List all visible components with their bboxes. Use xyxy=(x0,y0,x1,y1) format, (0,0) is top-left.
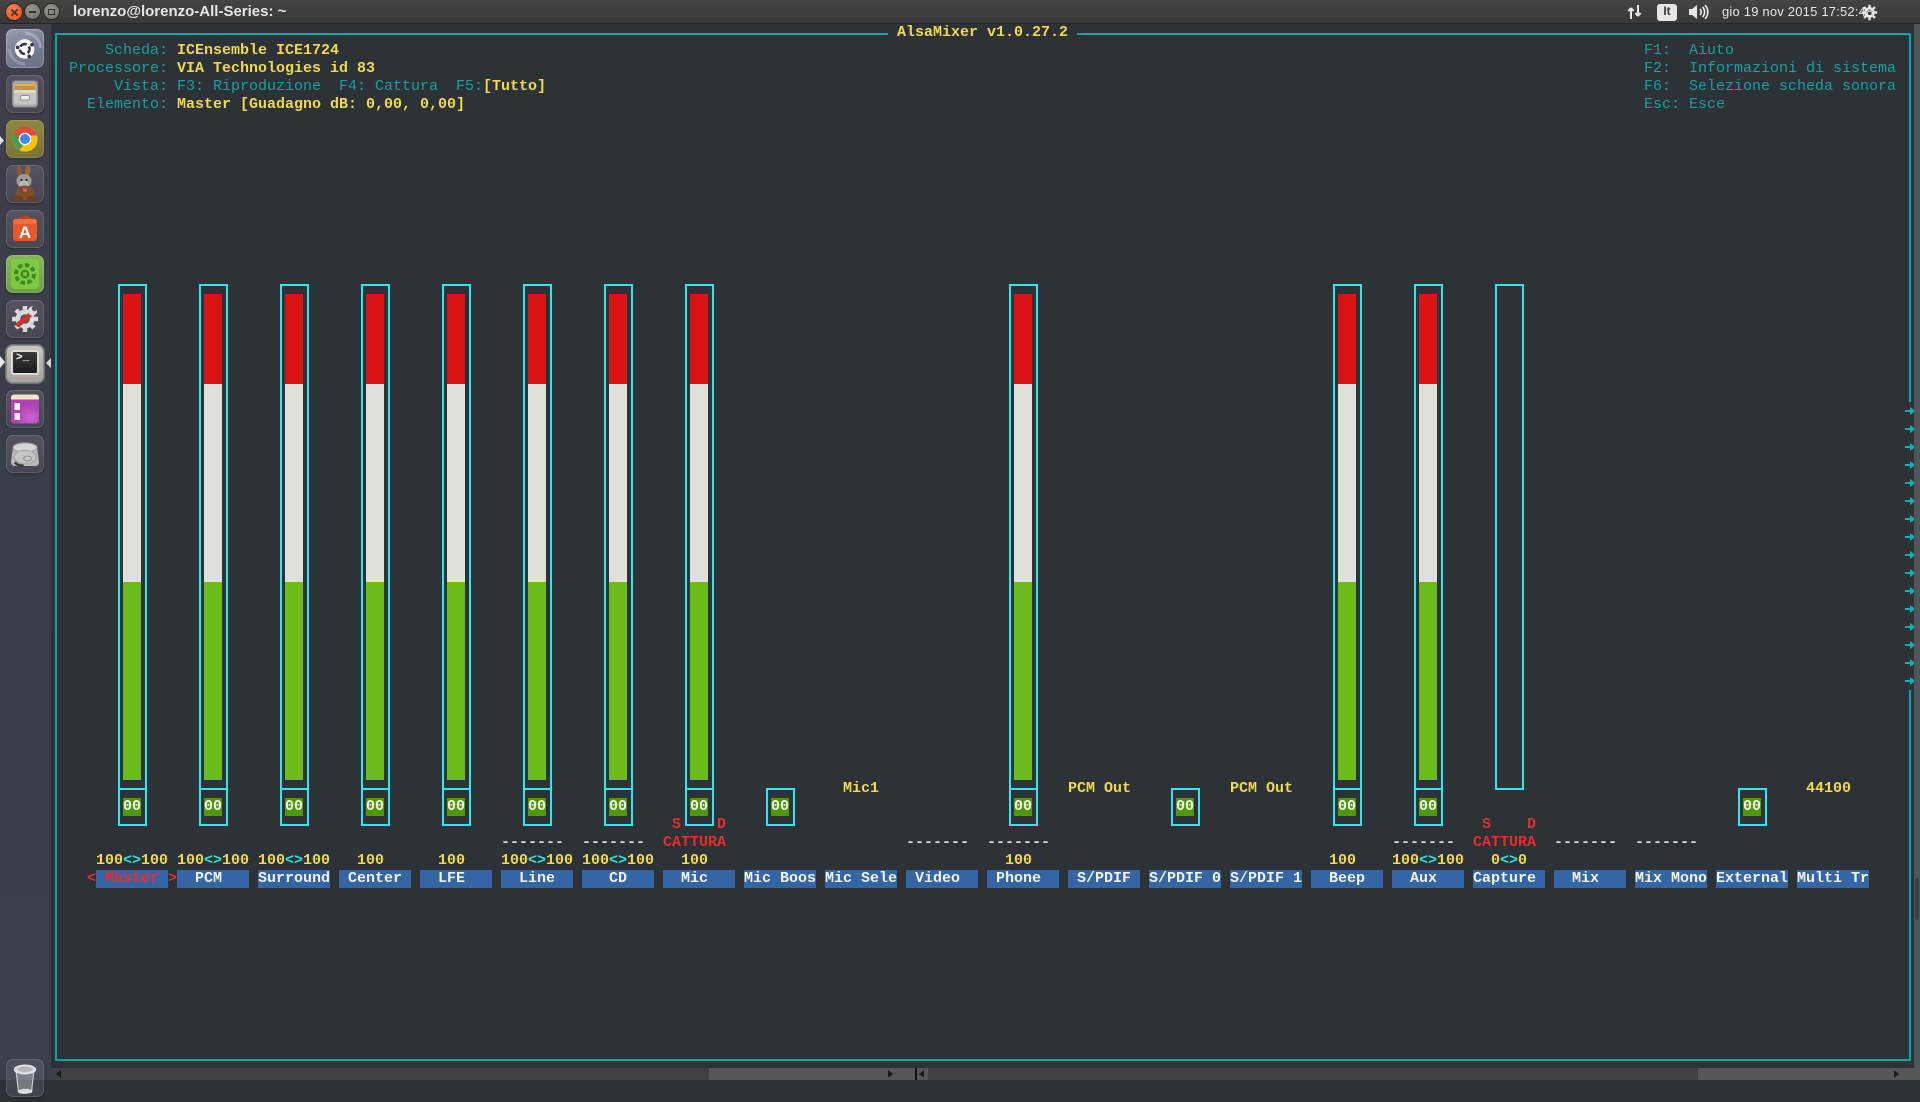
svg-text:A: A xyxy=(19,223,31,242)
